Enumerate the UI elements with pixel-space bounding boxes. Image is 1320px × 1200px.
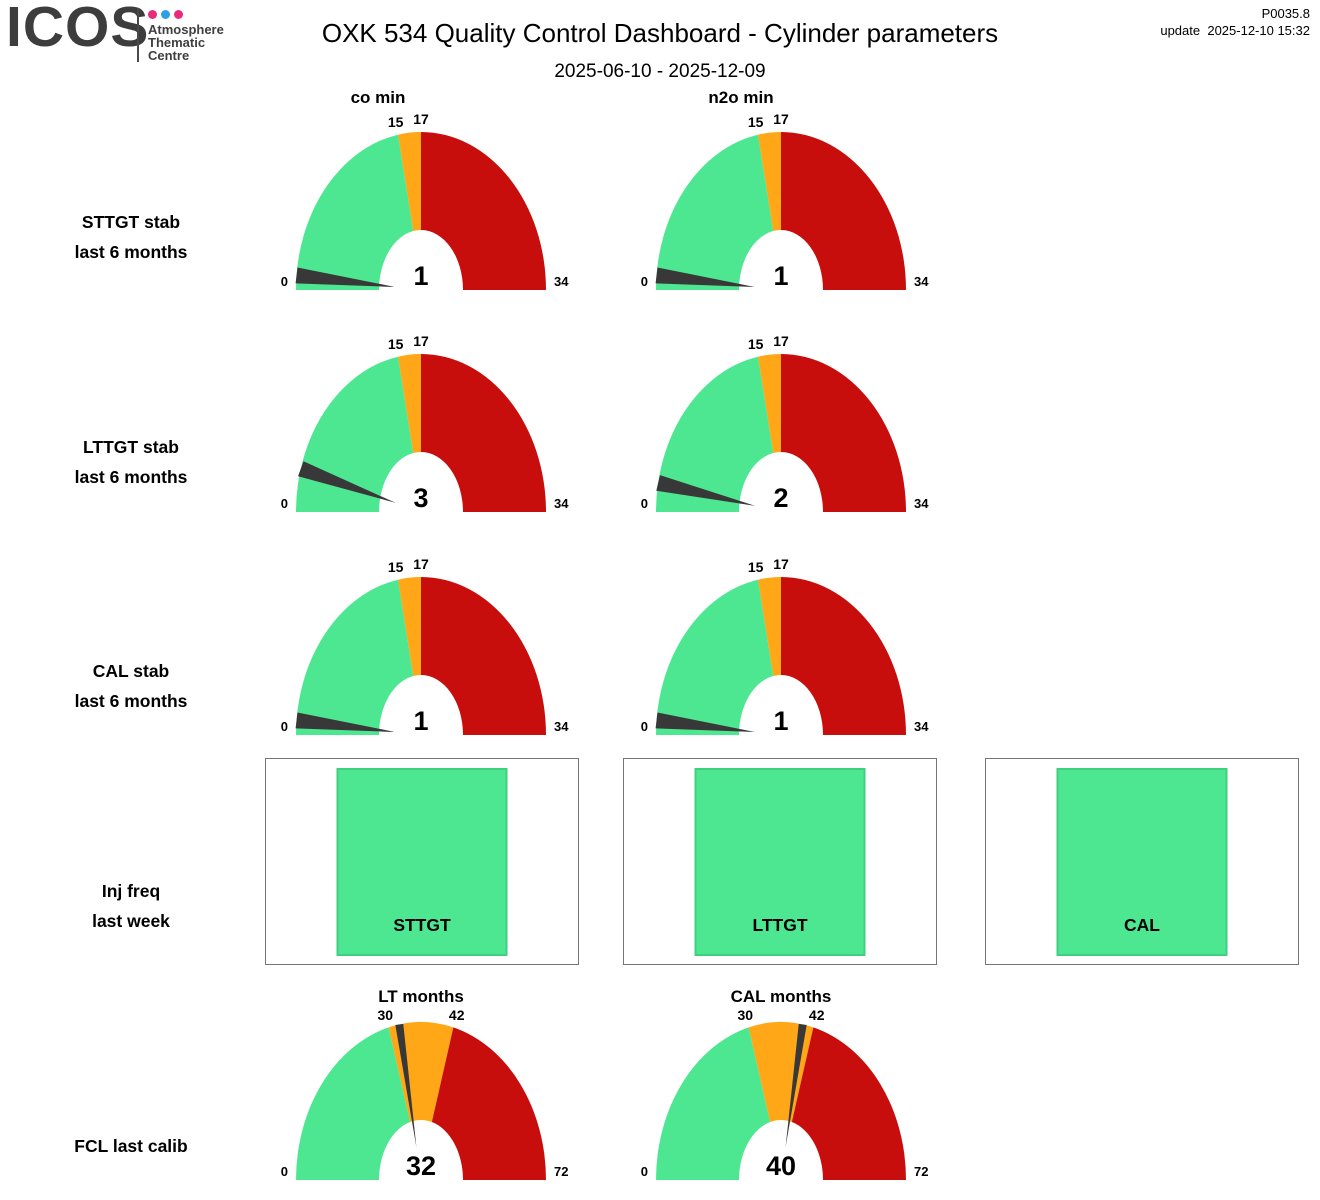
svg-text:34: 34 [914, 719, 929, 734]
svg-text:0: 0 [281, 496, 288, 511]
logo-subtitle: Atmosphere Thematic Centre [148, 8, 224, 62]
row-label-line: last 6 months [74, 242, 188, 262]
svg-text:42: 42 [449, 1007, 465, 1023]
gauge-sttgt-n2o-min: 15 17 0 34 1 [621, 108, 941, 308]
svg-text:3: 3 [413, 483, 428, 513]
report-meta: P0035.8 update 2025-12-10 15:32 [1160, 5, 1310, 39]
row-label-line: STTGT stab [81, 212, 181, 232]
row-label-sttgt-stab: STTGT stab last 6 months [0, 207, 262, 267]
column-header-co-min: co min [350, 88, 406, 107]
svg-text:17: 17 [413, 111, 429, 127]
inj-freq-box-label: STTGT [393, 915, 451, 935]
svg-text:17: 17 [773, 111, 789, 127]
gauge-cal-co-min: 15 17 0 34 1 [261, 553, 581, 753]
pink-dot-icon [148, 10, 157, 19]
row-label-line: Inj freq [101, 881, 161, 901]
svg-text:0: 0 [281, 719, 288, 734]
gauge-lttgt-n2o-min: 15 17 0 34 2 [621, 330, 941, 530]
gauge-fcl-lt-months: 30 42 0 72 32 [261, 998, 581, 1198]
svg-text:34: 34 [914, 274, 929, 289]
svg-text:17: 17 [773, 333, 789, 349]
inj-freq-box-lttgt: LTTGT [623, 758, 937, 965]
svg-text:15: 15 [388, 559, 404, 575]
svg-text:0: 0 [641, 1164, 648, 1179]
logo-dots-icon [148, 8, 224, 21]
svg-text:34: 34 [914, 496, 929, 511]
column-header-n2o-min: n2o min [708, 88, 774, 107]
svg-text:1: 1 [773, 261, 788, 291]
row-label-fcl-last-calib: FCL last calib [0, 1131, 262, 1161]
svg-text:30: 30 [377, 1007, 393, 1023]
svg-text:15: 15 [748, 559, 764, 575]
update-timestamp: 2025-12-10 15:32 [1207, 23, 1310, 38]
svg-text:15: 15 [748, 114, 764, 130]
inj-freq-box-cal: CAL [985, 758, 1299, 965]
gauge-title-cal-months: CAL months [730, 987, 832, 1006]
svg-text:72: 72 [554, 1164, 568, 1179]
row-label-cal-stab: CAL stab last 6 months [0, 656, 262, 716]
gauge-cal-n2o-min: 15 17 0 34 1 [621, 553, 941, 753]
gauge-lttgt-co-min: 15 17 0 34 3 [261, 330, 581, 530]
row-label-line: FCL last calib [74, 1136, 188, 1156]
svg-text:1: 1 [773, 706, 788, 736]
icos-logo: ICOS [6, 0, 150, 59]
svg-text:0: 0 [641, 274, 648, 289]
svg-text:34: 34 [554, 274, 569, 289]
row-label-line: last 6 months [74, 691, 188, 711]
svg-text:17: 17 [413, 556, 429, 572]
row-label-line: last week [92, 911, 170, 931]
svg-text:0: 0 [281, 274, 288, 289]
svg-text:40: 40 [766, 1151, 796, 1181]
gauge-sttgt-co-min: 15 17 0 34 1 [261, 108, 581, 308]
svg-text:15: 15 [748, 336, 764, 352]
inj-freq-box-label: LTTGT [752, 915, 808, 935]
inj-freq-box-label: CAL [1124, 915, 1160, 935]
svg-text:15: 15 [388, 114, 404, 130]
svg-text:2: 2 [773, 483, 788, 513]
blue-dot-icon [161, 10, 170, 19]
update-line: update 2025-12-10 15:32 [1160, 22, 1310, 39]
row-label-line: LTTGT stab [83, 437, 179, 457]
svg-text:30: 30 [737, 1007, 753, 1023]
inj-freq-box-sttgt: STTGT [265, 758, 579, 965]
logo-subtitle-line: Atmosphere [148, 22, 224, 37]
svg-text:17: 17 [413, 333, 429, 349]
svg-text:17: 17 [773, 556, 789, 572]
svg-text:34: 34 [554, 719, 569, 734]
row-label-line: last 6 months [74, 467, 188, 487]
page-title: OXK 534 Quality Control Dashboard - Cyli… [321, 18, 999, 48]
pink-dot-icon [174, 10, 183, 19]
gauge-title-lt-months: LT months [378, 987, 464, 1006]
svg-text:0: 0 [641, 719, 648, 734]
logo-divider [137, 8, 139, 62]
svg-text:34: 34 [554, 496, 569, 511]
svg-text:42: 42 [809, 1007, 825, 1023]
update-label: update [1160, 23, 1201, 38]
inj-freq-status-fill: CAL [1056, 768, 1228, 956]
svg-text:15: 15 [388, 336, 404, 352]
date-range: 2025-06-10 - 2025-12-09 [554, 61, 766, 82]
row-label-lttgt-stab: LTTGT stab last 6 months [0, 432, 262, 492]
row-label-inj-freq: Inj freq last week [0, 876, 262, 936]
svg-text:32: 32 [406, 1151, 436, 1181]
logo-subtitle-line: Thematic [148, 35, 206, 50]
svg-text:1: 1 [413, 706, 428, 736]
svg-text:0: 0 [641, 496, 648, 511]
inj-freq-status-fill: STTGT [336, 768, 508, 956]
logo-subtitle-line: Centre [148, 48, 190, 63]
report-code: P0035.8 [1261, 6, 1310, 21]
svg-text:1: 1 [413, 261, 428, 291]
gauge-fcl-cal-months: 30 42 0 72 40 [621, 998, 941, 1198]
inj-freq-status-fill: LTTGT [694, 768, 866, 956]
row-label-line: CAL stab [92, 661, 170, 681]
svg-text:72: 72 [914, 1164, 928, 1179]
svg-text:0: 0 [281, 1164, 288, 1179]
